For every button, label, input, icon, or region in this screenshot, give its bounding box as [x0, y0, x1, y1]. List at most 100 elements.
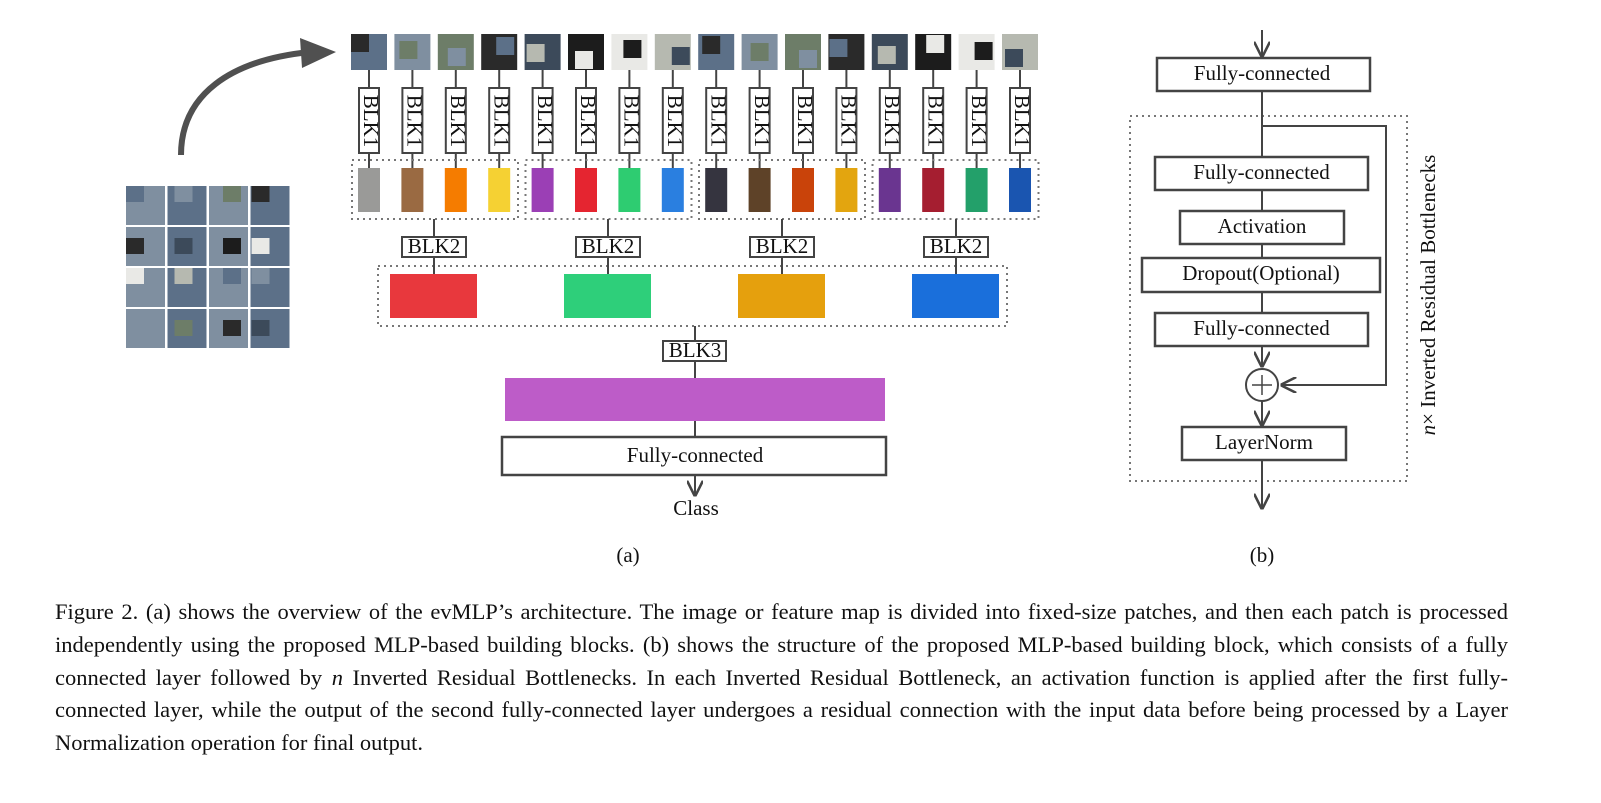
patch-detail: [251, 186, 270, 202]
layer-label: Fully-connected: [1193, 160, 1330, 184]
blk1-feature: [705, 168, 728, 212]
blk1-label: BLK1: [489, 95, 513, 148]
norm-box: [1180, 425, 1348, 462]
blk1-box: [661, 87, 684, 154]
blk1-label: BLK1: [967, 95, 991, 148]
panel-a: BLK3 Fully-connected Class (a) BLK1 BLK1 B…: [126, 34, 1040, 567]
patch-detail: [223, 186, 241, 202]
blk1-feature: [401, 168, 424, 212]
input-patch-detail: [351, 34, 369, 52]
blk1-box: [358, 87, 380, 154]
blk3-feature: [505, 378, 885, 421]
blk1-box: [575, 87, 597, 154]
layer-label: Dropout(Optional): [1182, 261, 1339, 285]
blk1-box: [705, 87, 728, 154]
patch-detail: [126, 320, 144, 336]
patch-detail: [174, 186, 193, 202]
blk1-box: [531, 87, 554, 154]
blk3-label: BLK3: [669, 338, 722, 362]
input-patch-detail: [829, 39, 848, 57]
image-patch: [209, 186, 248, 225]
input-fc-label: Fully-connected: [1194, 61, 1331, 85]
image-patch: [250, 309, 290, 348]
blk1-feature: [531, 168, 554, 212]
input-patch-detail: [1005, 49, 1023, 67]
blk1-label: BLK1: [403, 95, 427, 148]
caption-var: n: [331, 664, 343, 690]
blk1-box: [618, 87, 641, 154]
blk1-label: BLK1: [750, 95, 774, 148]
blk1-box: [401, 87, 424, 154]
blk1-feature: [444, 168, 467, 212]
image-patch: [209, 309, 248, 348]
patch-detail: [174, 268, 193, 284]
image-patch: [250, 227, 290, 266]
blk1-box: [444, 87, 467, 154]
layer-box: [1140, 256, 1382, 294]
blk2-feature: [912, 274, 999, 318]
image-patch: [167, 186, 207, 225]
input-patch-detail: [399, 41, 418, 59]
figure: BLK3 Fully-connected Class (a) BLK1 BLK1 B…: [126, 30, 1440, 567]
blk1-label: BLK1: [576, 95, 600, 148]
patch-detail: [126, 238, 144, 254]
caption-text: Inverted Residual Bottlenecks. In each I…: [55, 664, 1508, 756]
blk1-feature: [1009, 168, 1031, 212]
layer-box: [1153, 155, 1370, 192]
blk2-label: BLK2: [756, 234, 809, 258]
blk1-feature: [358, 168, 380, 212]
blk2-label: BLK2: [408, 234, 461, 258]
blk1-box: [748, 87, 771, 154]
curved-arrow: [178, 49, 311, 156]
blk1-box: [965, 87, 988, 154]
image-patch: [126, 186, 165, 225]
image-patch: [250, 268, 290, 307]
blk1-feature: [835, 168, 858, 212]
panel-label: (a): [616, 543, 639, 567]
blk1-label: BLK1: [837, 95, 861, 148]
layer-box: [1153, 311, 1370, 348]
blk1-label: BLK1: [923, 95, 947, 148]
layer-label: Fully-connected: [1193, 316, 1330, 340]
input-patch-detail: [496, 37, 515, 55]
layer-box: [1178, 209, 1346, 246]
repeat-box: [1129, 115, 1408, 482]
blk1-feature: [922, 168, 945, 212]
patch-detail: [251, 268, 270, 284]
image-patch: [209, 268, 248, 307]
blk2-box: [749, 236, 815, 258]
repeat-label: n× Inverted Residual Bottlenecks: [1416, 155, 1440, 436]
blk2-box: [923, 236, 989, 258]
group-box: [377, 265, 1008, 327]
blk2-feature: [564, 274, 651, 318]
patch-detail: [174, 320, 193, 336]
norm-label: LayerNorm: [1215, 430, 1313, 454]
layer-label: Activation: [1218, 214, 1307, 238]
image-patch: [126, 227, 165, 266]
patch-detail: [251, 238, 270, 254]
patch-detail: [223, 238, 241, 254]
fc-box: [500, 435, 888, 477]
blk2-label: BLK2: [930, 234, 983, 258]
input-patch-detail: [623, 40, 642, 58]
patch-detail: [126, 186, 144, 202]
repeat-n: n: [1416, 425, 1440, 436]
arrow-head: [300, 38, 336, 68]
blk1-feature: [618, 168, 641, 212]
blk2-feature: [738, 274, 825, 318]
repeat-text: × Inverted Residual Bottlenecks: [1416, 155, 1440, 425]
blk3-box: [662, 340, 727, 362]
input-patch-detail: [750, 43, 769, 61]
image-patch: [250, 186, 290, 225]
blk2-label: BLK2: [582, 234, 635, 258]
input-patch-detail: [575, 51, 593, 69]
image-patch: [167, 309, 207, 348]
blk1-box: [922, 87, 945, 154]
input-patch-detail: [926, 35, 945, 53]
blk1-feature: [878, 168, 901, 212]
blk1-box: [1009, 87, 1031, 154]
output-label: Class: [673, 496, 719, 520]
patch-detail: [174, 238, 193, 254]
blk1-box: [835, 87, 858, 154]
